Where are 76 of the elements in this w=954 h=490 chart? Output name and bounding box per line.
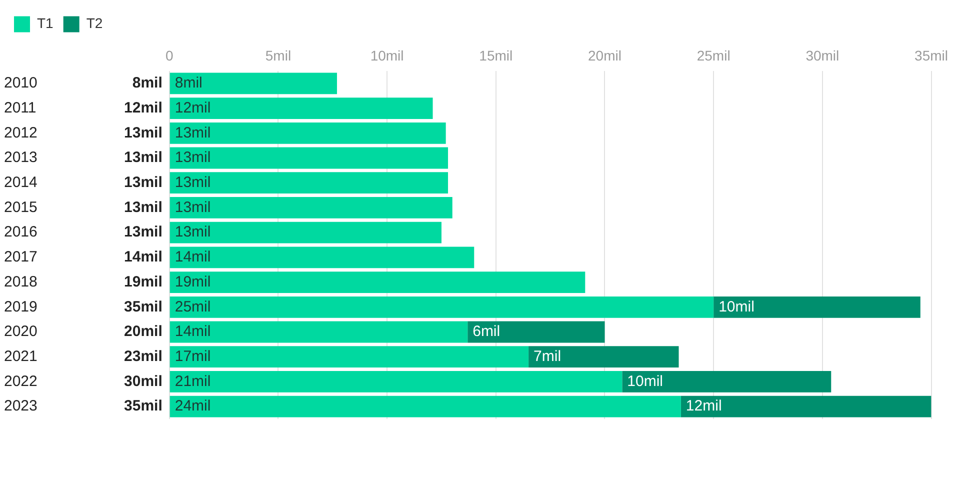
- bar: [170, 272, 586, 293]
- data-label: 12mil: [686, 398, 722, 415]
- total-label: 13mil: [124, 174, 162, 191]
- bar: [468, 321, 605, 343]
- bar: [170, 222, 442, 244]
- bar: [170, 396, 681, 418]
- bar: [622, 371, 832, 392]
- bar: [170, 98, 433, 119]
- total-label: 13mil: [124, 124, 162, 142]
- total-label: 20mil: [124, 323, 162, 340]
- data-label: 10mil: [718, 298, 754, 316]
- total-label: 13mil: [124, 198, 162, 216]
- y-tick-label: 2021: [4, 348, 38, 365]
- x-tick-label: 10mil: [370, 47, 404, 64]
- data-label: 13mil: [174, 198, 211, 216]
- bar: [170, 72, 337, 94]
- x-tick-label: 0: [165, 47, 174, 64]
- y-tick-label: 2022: [4, 372, 38, 390]
- data-label: 24mil: [174, 398, 211, 415]
- total-label: 35mil: [124, 398, 162, 415]
- total-label: 14mil: [124, 248, 162, 266]
- y-tick-label: 2014: [4, 174, 38, 191]
- y-tick-label: 2017: [4, 248, 38, 266]
- data-label: 25mil: [174, 298, 211, 316]
- x-tick-label: 30mil: [806, 47, 840, 64]
- bar: [170, 371, 622, 392]
- total-label: 30mil: [124, 372, 162, 390]
- x-tick-label: 25mil: [696, 47, 730, 64]
- y-tick-label: 2018: [4, 273, 38, 290]
- data-label: 14mil: [174, 323, 211, 340]
- data-label: 13mil: [174, 224, 211, 241]
- y-tick-label: 2011: [4, 99, 36, 116]
- total-label: 13mil: [124, 224, 162, 241]
- bar: [170, 246, 474, 268]
- y-tick-label: 2013: [4, 149, 38, 166]
- x-tick-label: 20mil: [588, 47, 622, 64]
- data-label: 8mil: [174, 74, 202, 92]
- data-label: 13mil: [174, 174, 211, 191]
- bar: [170, 147, 448, 169]
- y-tick-label: 2016: [4, 224, 38, 241]
- data-label: 13mil: [174, 149, 211, 166]
- total-label: 23mil: [124, 348, 162, 365]
- bar: [714, 296, 920, 318]
- data-label: 12mil: [174, 99, 211, 116]
- data-label: 13mil: [174, 124, 211, 142]
- total-label: 8mil: [132, 74, 162, 92]
- data-label: 7mil: [534, 348, 562, 365]
- bar: [680, 396, 932, 418]
- total-label: 12mil: [124, 99, 162, 116]
- bar: [170, 321, 468, 343]
- x-tick-label: 15mil: [479, 47, 513, 64]
- y-tick-label: 2020: [4, 323, 38, 340]
- bar: [170, 172, 448, 194]
- data-label: 21mil: [174, 372, 211, 390]
- bar: [170, 296, 714, 318]
- bar: [170, 346, 529, 368]
- data-label: 10mil: [627, 372, 664, 390]
- legend-label: T1: [37, 15, 54, 32]
- bar: [170, 122, 446, 144]
- data-label: 14mil: [174, 248, 211, 266]
- data-label: 17mil: [174, 348, 211, 365]
- y-tick-label: 2023: [4, 398, 38, 415]
- data-label: 6mil: [472, 323, 500, 340]
- y-tick-label: 2015: [4, 198, 38, 216]
- x-tick-label: 5mil: [265, 47, 292, 64]
- legend-label: T2: [86, 15, 103, 32]
- total-label: 35mil: [124, 298, 162, 316]
- total-label: 13mil: [124, 149, 162, 166]
- y-tick-label: 2012: [4, 124, 38, 142]
- bar: [528, 346, 679, 368]
- x-tick-label: 35mil: [914, 47, 948, 64]
- y-tick-label: 2019: [4, 298, 38, 316]
- total-label: 19mil: [124, 273, 162, 290]
- data-label: 19mil: [174, 273, 211, 290]
- y-tick-label: 2010: [4, 74, 38, 92]
- bar: [170, 197, 452, 218]
